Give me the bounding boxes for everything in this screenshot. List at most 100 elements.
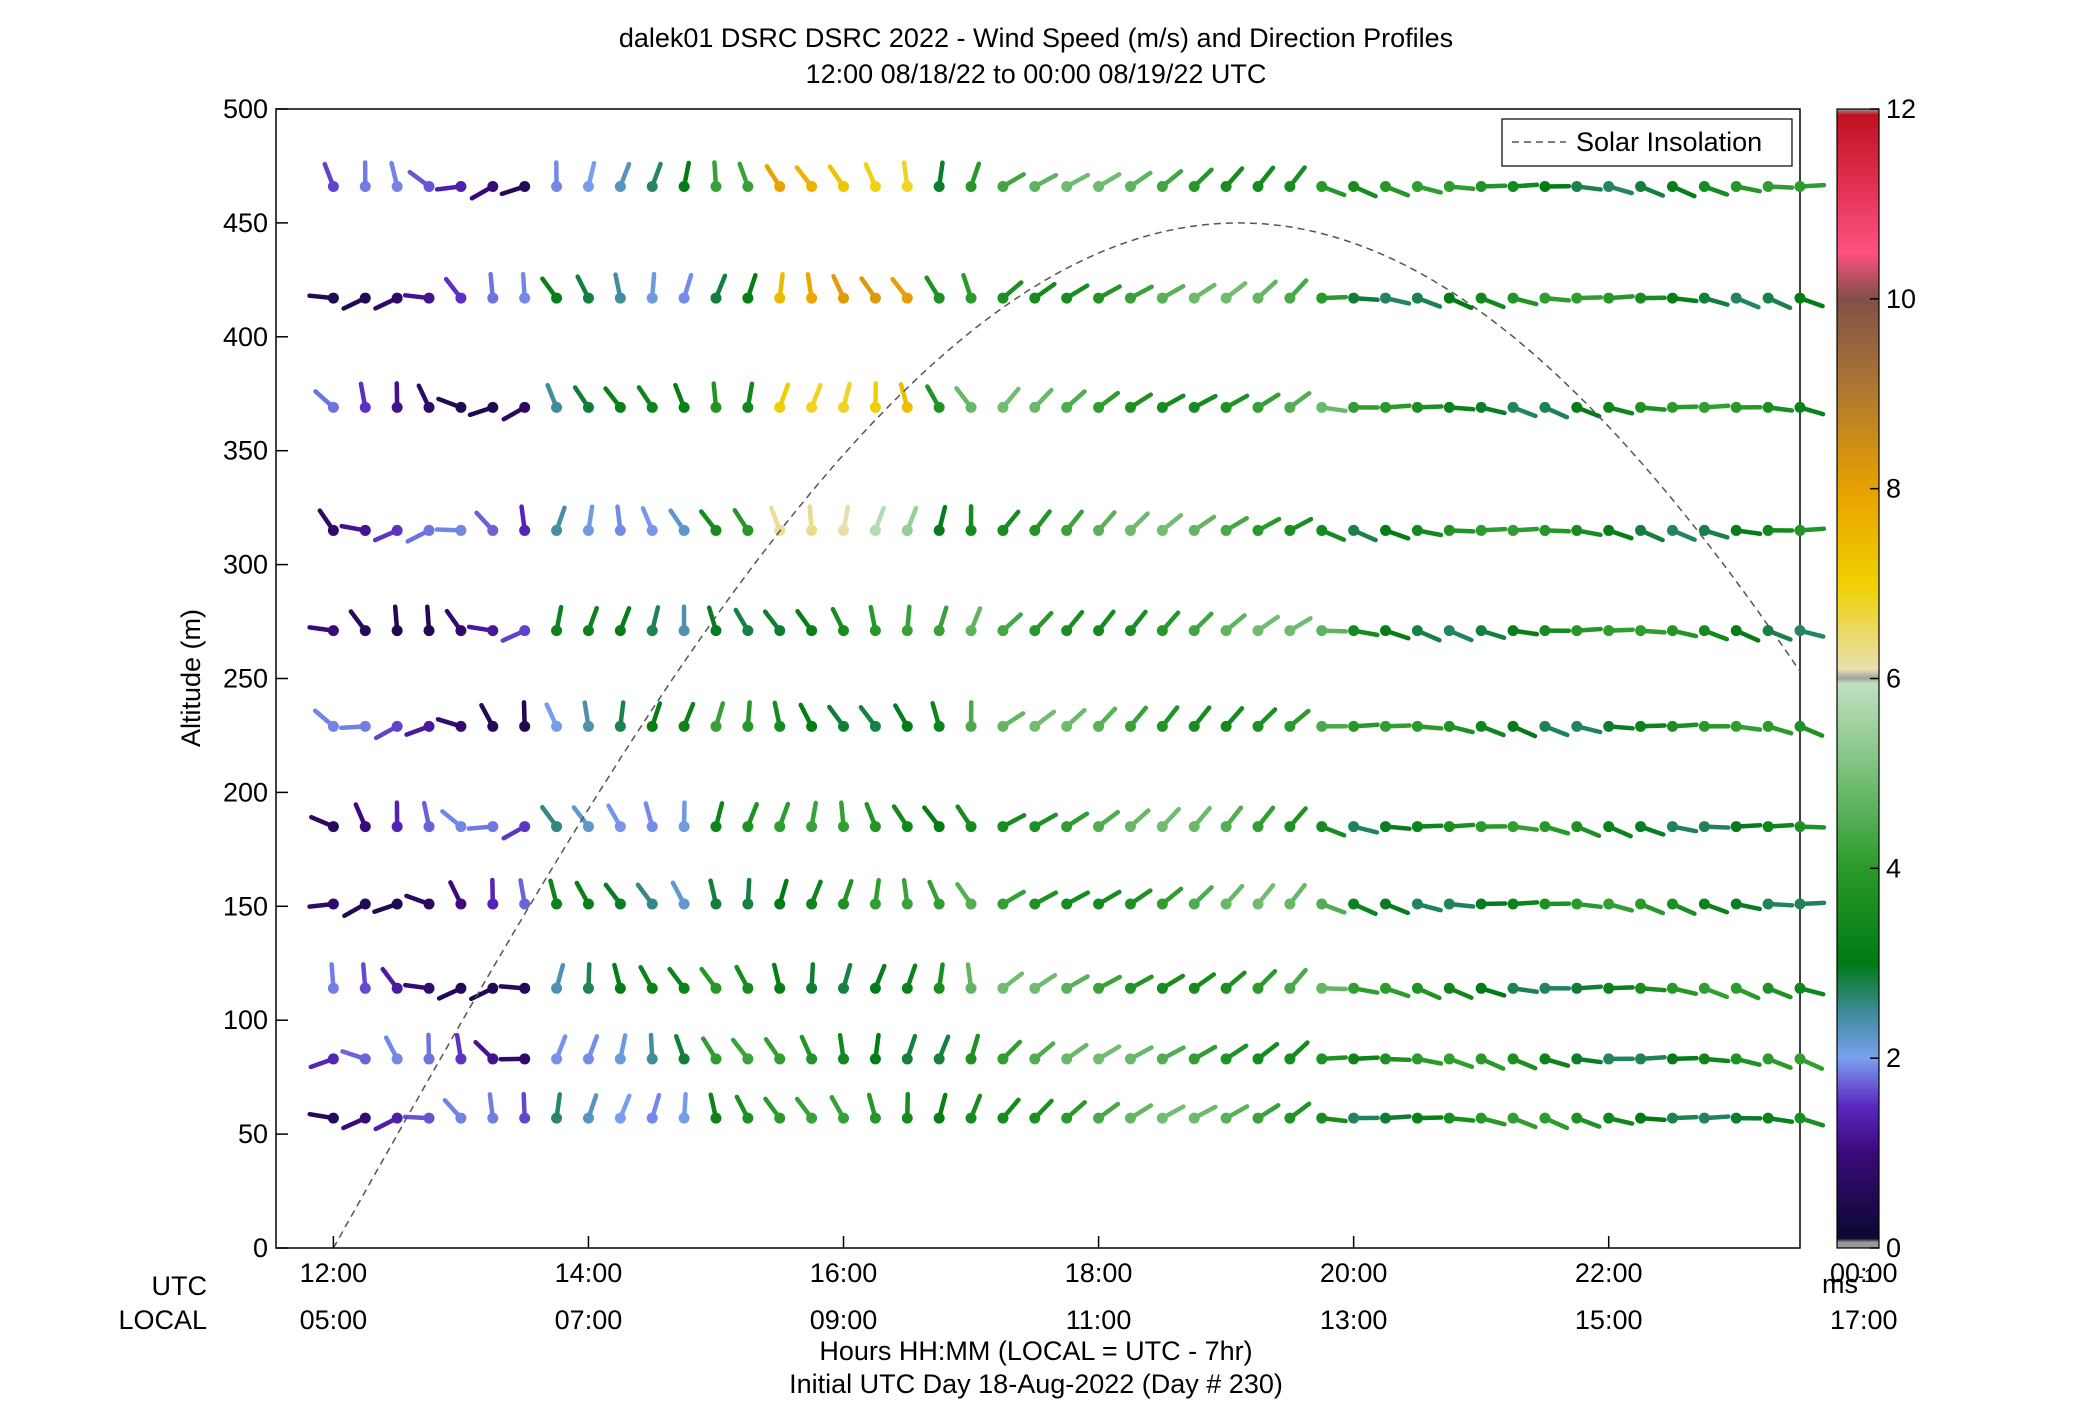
wind-barb [499,180,531,197]
wind-barb [673,1034,690,1065]
wind-barb [1762,401,1795,413]
wind-barb [416,383,435,413]
wind-barb [404,720,435,737]
wind-barb [831,274,850,304]
wind-barb [434,524,467,536]
wind-barb [763,1096,786,1124]
y-axis: 0 50 100 150 200 250 300 350 400 450 500 [223,94,288,1263]
wind-barb [1698,898,1730,915]
wind-barb [1124,170,1153,192]
wind-barb [1411,1112,1444,1124]
wind-barb [1348,625,1380,638]
wind-barb [1507,292,1539,307]
wind-barb [582,1093,599,1124]
wind-barb [1762,821,1795,833]
wind-barb [1156,806,1182,833]
wind-barb [1061,890,1091,910]
wind-barb [373,1112,403,1132]
wind-barb [1348,1053,1380,1065]
wind-barb [1093,706,1118,732]
wind-barb [1635,401,1667,413]
wind-barb [1475,401,1507,416]
wind-barb [1316,1112,1348,1124]
wind-barb [1475,1053,1506,1071]
wind-barb [1507,401,1538,419]
wind-barb [407,169,435,192]
wind-barb [1539,1053,1571,1068]
wind-barb [806,504,818,536]
wind-barb [1666,524,1697,542]
colorbar-tick-label: 8 [1886,474,1901,504]
wind-barb [1124,511,1150,536]
wind-barb [1507,1112,1538,1130]
wind-barb [997,711,1026,732]
wind-barb [901,877,913,910]
wind-barb [1029,509,1052,536]
wind-barb [901,963,918,994]
wind-barb [574,880,594,910]
plot-area [275,108,1827,1249]
wind-barb [551,962,566,994]
wind-barb [864,801,881,833]
wind-barb [1380,292,1412,306]
x-axis-label: Hours HH:MM (LOCAL = UTC - 7hr) [819,1336,1252,1366]
wind-barb [774,801,791,833]
wind-barb [868,604,881,637]
x-tick-label-utc: 22:00 [1575,1258,1643,1288]
wind-barb [930,700,945,732]
wind-barb [391,381,403,413]
wind-barb [762,609,786,637]
y-tick-label: 100 [223,1005,268,1035]
wind-barb [1220,393,1250,413]
wind-barb [467,401,499,418]
wind-barb [863,162,881,192]
wind-barb [1794,1053,1825,1071]
wind-barb [1635,292,1667,304]
wind-barb [1794,625,1826,639]
wind-barb [1348,720,1380,732]
wind-barb [869,505,886,536]
wind-barb [1794,292,1825,309]
wind-barb [1029,972,1058,994]
wind-barb [1794,982,1826,997]
wind-barb [997,1097,1021,1124]
wind-barb [317,508,339,536]
wind-barb [614,1093,632,1124]
wind-barb [635,882,658,910]
wind-barb [474,510,499,536]
wind-barb [710,381,722,413]
wind-barb [545,382,563,413]
wind-barb [519,1091,531,1124]
wind-barb [1316,1053,1348,1065]
colorbar-tick-label: 6 [1886,664,1901,694]
y-tick-label: 0 [253,1233,268,1263]
wind-barb [1507,1053,1538,1071]
wind-barb [1093,889,1122,910]
wind-barb [646,605,661,637]
wind-barb [1603,401,1635,416]
wind-barb [1348,292,1380,304]
chart-title: dalek01 DSRC DSRC 2022 - Wind Speed (m/s… [619,23,1453,53]
wind-barb [997,172,1026,192]
wind-barb [869,381,881,413]
wind-barb [997,509,1021,536]
wind-barb [734,1094,754,1124]
wind-barb [1411,982,1442,1001]
wind-barb [327,962,339,994]
wind-barb [667,966,690,994]
wind-barb [1539,982,1572,994]
wind-barb [1571,1112,1602,1129]
wind-barb [1188,972,1217,994]
colorbar-tick-label: 2 [1886,1043,1901,1073]
local-row-label: LOCAL [118,1305,207,1335]
wind-barb [341,1112,371,1131]
wind-barb [440,809,467,833]
wind-barb [1124,888,1153,910]
wind-barb [372,898,403,914]
wind-barb [1730,180,1763,194]
wind-barb [1156,610,1181,637]
wind-barb [670,880,690,910]
wind-barb [1475,720,1506,738]
wind-barb [771,962,786,994]
wind-barb [965,1033,981,1065]
